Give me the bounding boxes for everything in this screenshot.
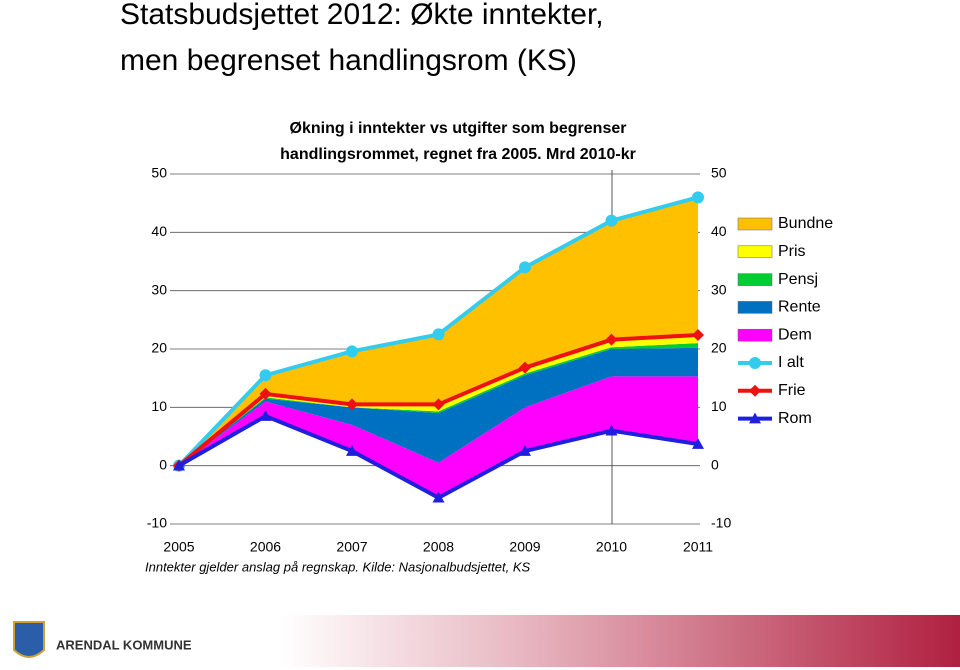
point <box>346 398 358 411</box>
point <box>432 491 445 503</box>
y-tick-label: 50 <box>151 165 167 181</box>
x-tick-label: 2005 <box>163 539 194 555</box>
x-tick-label: 2008 <box>423 539 454 555</box>
point <box>173 459 185 471</box>
source-note: Inntekter gjelder anslag på regnskap. Ki… <box>145 559 531 574</box>
area <box>179 376 698 498</box>
logo <box>13 621 45 658</box>
y-tick-label: 0 <box>159 456 167 472</box>
point <box>519 445 531 456</box>
area <box>179 347 698 466</box>
footer-name: ARENDAL KOMMUNE <box>56 637 192 652</box>
chart-title: handlingsrommet, regnet fra 2005. Mrd 20… <box>280 146 636 163</box>
point <box>692 438 704 449</box>
legend-label: Pris <box>778 243 806 260</box>
point <box>432 398 445 411</box>
x-tick-label: 2010 <box>596 539 627 555</box>
slide-title: men begrenset handlingsrom (KS) <box>120 44 577 77</box>
legend-label: Rente <box>778 299 821 316</box>
point <box>692 191 704 204</box>
x-tick-label: 2006 <box>250 539 281 555</box>
y2-tick-label: -10 <box>711 515 731 531</box>
point <box>605 424 618 436</box>
legend-marker <box>749 384 761 397</box>
legend-marker <box>749 412 761 424</box>
point <box>519 261 531 274</box>
x-tick-label: 2007 <box>336 539 367 555</box>
legend-swatch <box>737 328 773 342</box>
legend-label: Pensj <box>778 271 818 288</box>
plot: -10 0 10 20 30 40 50 -10 0 10 20 30 40 50 2005 2006 2007… <box>147 165 834 555</box>
chart-title: Økning i inntekter vs utgifter som begre… <box>290 120 627 137</box>
y2-tick-label: 30 <box>711 281 727 297</box>
y2-tick-label: 0 <box>711 456 719 472</box>
legend-label: Frie <box>778 382 806 399</box>
y-tick-label: 30 <box>151 281 167 297</box>
y2-tick-label: 40 <box>711 223 727 239</box>
legend-swatch <box>737 245 773 259</box>
point <box>605 333 618 346</box>
legend-swatch <box>737 273 773 286</box>
point <box>692 329 704 341</box>
legend-label: Bundne <box>778 215 833 232</box>
x-tick-label: 2011 <box>683 539 713 555</box>
slide-title: Statsbudsjettet 2012: Økte inntekter, <box>120 0 604 31</box>
y-tick-label: 20 <box>151 340 167 356</box>
legend-label: Dem <box>778 326 812 343</box>
legend-swatch <box>737 301 773 314</box>
legend-swatch <box>737 217 773 231</box>
y-tick-label: 10 <box>151 398 167 414</box>
y2-tick-label: 20 <box>711 340 727 356</box>
point <box>346 445 358 456</box>
point <box>259 369 272 382</box>
x-tick-label: 2009 <box>509 539 540 555</box>
legend-label: Rom <box>778 410 812 427</box>
footer-band <box>280 615 960 667</box>
point <box>519 361 531 374</box>
legend-label: I alt <box>778 354 804 371</box>
point <box>259 410 272 421</box>
y2-tick-label: 50 <box>711 165 727 181</box>
y-tick-label: -10 <box>147 515 167 531</box>
point <box>259 387 272 400</box>
point <box>605 214 618 227</box>
y2-tick-label: 10 <box>711 398 727 414</box>
legend-marker <box>749 357 761 369</box>
y-tick-label: 40 <box>151 223 167 239</box>
point <box>432 328 445 341</box>
point <box>346 345 358 358</box>
